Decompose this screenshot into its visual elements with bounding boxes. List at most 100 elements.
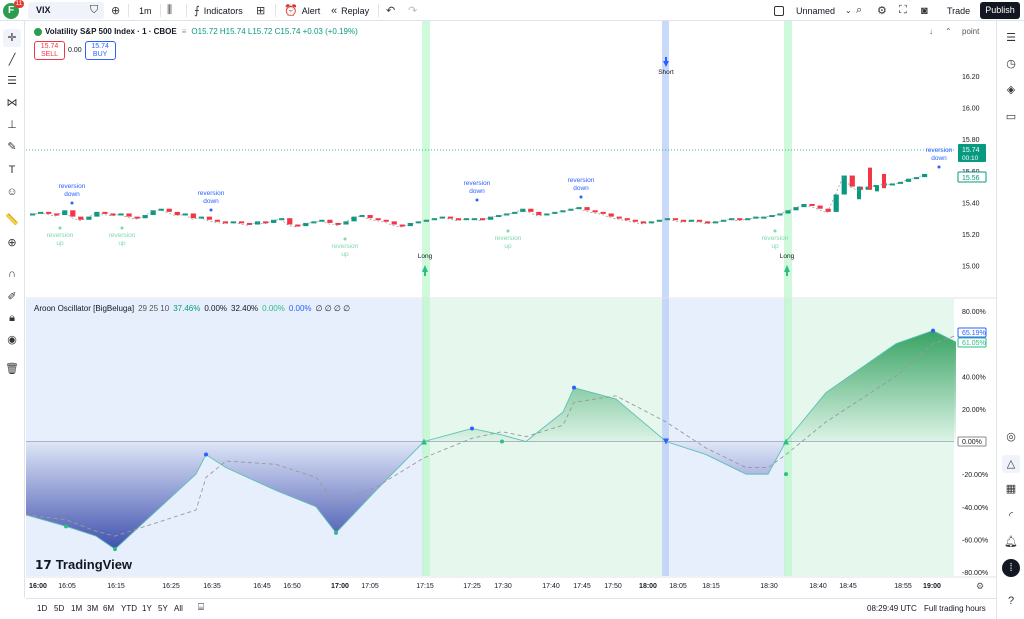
pine-icon[interactable]: △ [1002,455,1020,473]
goto-date-icon[interactable]: ⌸ [198,602,204,613]
symbol-options[interactable]: ⛉ [90,3,98,18]
interval-label: 1m [139,5,152,16]
ruler-icon[interactable]: 📏 [5,214,19,226]
candle [480,218,486,221]
settings-button[interactable]: ⚙ [877,3,887,18]
buy-button[interactable]: 15.74 BUY [84,41,116,60]
undo-button[interactable]: ↶ [386,3,395,18]
redo-button[interactable]: ↷ [408,3,417,18]
ma-price-text: 15.56 [962,175,980,182]
candle [255,221,261,225]
session-label[interactable]: Full trading hours [924,604,986,613]
watchlist-icon[interactable]: ☰ [1006,32,1016,44]
alerts-clock-icon[interactable]: ◷ [1006,58,1016,70]
reversion-down-dot [209,208,213,212]
range-6m[interactable]: 6M [103,604,115,613]
sell-label: SELL [40,51,59,58]
crosshair-icon[interactable]: ✛ [3,29,21,47]
emoji-icon[interactable]: ☺ [6,186,18,198]
layout-select[interactable]: Unnamed ⌄ [774,3,852,18]
layers-icon[interactable]: ◈ [1006,84,1016,96]
time-tick-label: 17:05 [361,583,379,590]
short-arrow-icon [663,61,669,67]
range-ytd[interactable]: YTD [121,604,137,613]
templates-button[interactable]: ⊞ [256,3,265,18]
target-icon[interactable]: ◎ [1006,431,1016,443]
oscillator-legend: Aroon Oscillator [BigBeluga] 29 25 10 37… [34,304,350,313]
snapshot-button[interactable]: ◙ [921,3,928,18]
candle [198,216,204,219]
range-5y[interactable]: 5Y [158,604,168,613]
reversion-down-dot [937,165,941,169]
price-tick-label: 16.20 [962,74,980,81]
pattern-icon[interactable]: ⋈ [6,97,18,109]
bell-icon[interactable]: 🔔︎ [1004,536,1018,548]
clock[interactable]: 08:29:49 UTC [867,604,917,613]
lock-drawing-icon[interactable]: ✐ [7,291,17,303]
osc-bg-bearish-2 [664,299,786,576]
symbol-title[interactable]: Volatility S&P 500 Index · 1 · CBOE [45,27,177,36]
candle [913,177,920,180]
quick-search-button[interactable]: ⌕ [856,3,862,18]
candle [584,207,590,211]
fullscreen-button[interactable]: ⛶ [899,3,907,18]
alert-button[interactable]: ⏰ Alert [284,3,320,18]
lock-icon[interactable]: 🔒︎ [9,312,15,324]
chart-type-button[interactable]: ⫼ [167,3,172,18]
candles-icon: ⫼ [167,4,173,16]
candle [528,208,534,212]
trash-icon[interactable]: 🗑︎ [5,363,19,375]
symbol-search[interactable]: VIX [28,2,104,19]
calendar-icon[interactable]: ▦ [1005,483,1017,495]
prediction-icon[interactable]: ⊥ [7,119,17,131]
osc-line [26,330,957,550]
buy-price: 15.74 [91,43,109,50]
reversion-up-dot [58,226,62,230]
candle [94,211,100,217]
scale-down-icon[interactable]: ↓ [929,27,933,36]
broadcast-icon[interactable]: ◜ [1008,510,1014,522]
chart-canvas[interactable]: 16.2016.0015.8015.6015.4015.2015.0015.74… [26,21,996,598]
osc-negative-fill [26,441,786,550]
trade-button[interactable]: Trade [947,3,970,18]
zoom-in-icon[interactable]: ⊕ [7,237,17,249]
range-3m[interactable]: 3M [87,604,99,613]
osc-low-marker [64,524,68,529]
candle [889,183,896,186]
chat-icon[interactable]: ▭ [1005,111,1017,123]
sell-button[interactable]: 15.74 SELL [34,41,65,60]
candle [439,216,446,219]
fib-icon[interactable]: ☰ [7,75,17,87]
eye-icon[interactable]: ◉ [7,334,17,346]
candle [150,210,156,216]
range-5d[interactable]: 5D [54,604,65,613]
candle [359,215,365,218]
publish-button[interactable]: Publish [980,2,1020,19]
compare-button[interactable]: ⊕ [111,3,120,18]
apps-grid-icon[interactable]: ⁞ [1002,559,1020,577]
chart-pane[interactable]: 16.2016.0015.8015.6015.4015.2015.0015.74… [26,21,996,598]
reversion-down-label: reversion [926,147,953,154]
candle [375,218,381,221]
range-all[interactable]: All [174,604,183,613]
indicators-button[interactable]: ⨍ Indicators [194,3,243,18]
range-1m[interactable]: 1M [71,604,83,613]
range-1d[interactable]: 1D [37,604,48,613]
candle [174,211,180,216]
candle [126,213,132,217]
reversion-up-label: reversion [762,235,789,242]
candle [367,215,373,219]
short-arrow-stem [665,57,667,62]
candle [62,210,68,216]
interval-button[interactable]: 1m [139,3,152,18]
help-icon[interactable]: ? [1007,595,1015,607]
replay-button[interactable]: «Replay [331,3,369,18]
range-1y[interactable]: 1Y [142,604,152,613]
candle [897,181,904,184]
trendline-icon[interactable]: ╱ [8,54,16,66]
text-icon[interactable]: T [8,164,16,176]
oscillator-name[interactable]: Aroon Oscillator [BigBeluga] [34,304,135,313]
brush-icon[interactable]: ✎ [7,141,17,153]
magnet-icon[interactable]: ∩ [8,268,16,280]
scale-toggle-icon[interactable]: ⌃ [945,27,952,36]
